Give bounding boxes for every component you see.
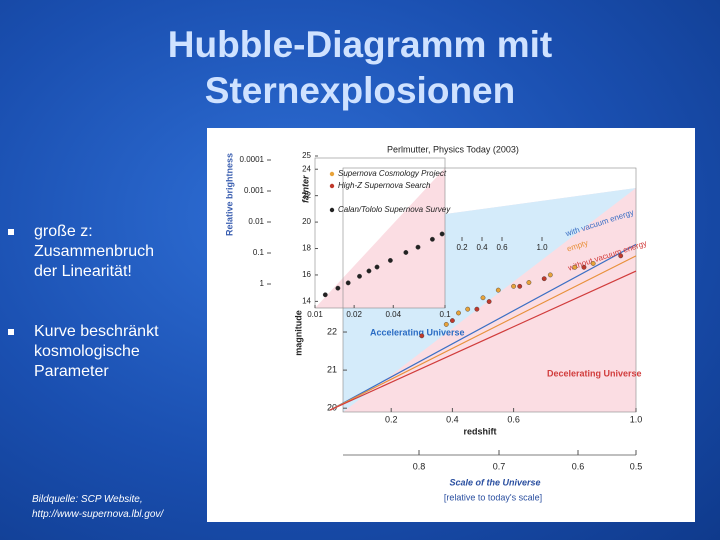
scale-axis-sublabel: [relative to today's scale] [444,492,542,502]
data-point [618,253,624,259]
data-point [572,264,578,270]
x-tick-label: 1.0 [630,414,643,424]
bullet-text: große z: Zusammenbruch der Linearität! [34,222,154,282]
legend-marker [329,207,335,213]
credit-line: Bildquelle: SCP Website, [32,494,143,505]
scale-tick-label: 0.7 [493,461,506,471]
inset-y-tick-label: 18 [302,244,311,253]
brightness-tick-label: 0.001 [244,186,265,195]
data-point [581,264,587,270]
data-point [419,333,425,339]
inset-y-tick-label: 25 [302,151,311,160]
y-tick-label: 20 [327,403,337,413]
data-point [415,244,421,250]
y-tick-label: 21 [327,364,337,374]
data-point [495,287,501,293]
bullet-text: Kurve beschränkt kosmologische Parameter [34,322,159,382]
slide-title: Hubble-Diagramm mit Sternexplosionen [0,22,720,114]
data-point [387,258,393,263]
model-curve [329,270,637,411]
data-point [439,231,445,237]
inset-y-tick-label: 16 [302,270,311,279]
legend-marker [329,183,335,189]
brightness-tick-label: 0.0001 [240,155,265,164]
fainter-label: fainter [300,175,310,203]
line: große z: [34,223,93,240]
brightness-tick-label: 0.01 [248,217,264,226]
y-axis-label: magnitude [293,310,303,356]
region-label: Decelerating Universe [547,368,642,378]
data-point [547,272,553,278]
data-point [511,283,516,289]
x-tick-label: 0.6 [507,414,520,424]
inset-x-tick-label: 0.02 [346,310,362,319]
inset-x-tick-label: 0.01 [307,310,323,319]
title-line: Hubble-Diagramm mit [167,24,553,65]
figure: Perlmutter, Physics Today (2003) Relativ… [207,128,695,522]
inset-frame [314,157,446,309]
line: der Linearität! [34,263,132,280]
data-point [474,306,480,312]
data-point [366,268,372,274]
upper-x-tick-label: 1.0 [536,243,548,252]
line: kosmologische [34,343,140,360]
scale-tick-label: 0.8 [413,461,426,471]
legend-marker [329,171,335,177]
upper-x-tick-label: 0.6 [496,243,508,252]
upper-x-tick-label: 0.4 [476,243,488,252]
brightness-tick-label: 0.1 [253,248,265,257]
credit-line: http://www-supernova.lbl.gov/ [32,509,164,520]
data-point [322,292,328,298]
data-point [526,280,532,285]
x-axis-label: redshift [463,426,496,436]
region-label: Accelerating Universe [370,327,465,337]
line: Zusammenbruch [34,243,155,260]
model-curve [329,255,637,411]
data-point [430,236,435,242]
inset-y-tick-label: 22 [302,191,311,200]
inset-x-tick-label: 0.04 [385,310,401,319]
legend-label: Supernova Cosmology Project [338,169,447,178]
scale-axis-label: Scale of the Universe [449,477,540,487]
brightness-label: Relative brightness [224,153,234,236]
model-curve [329,243,637,411]
data-point [335,285,341,291]
y-tick-label: 22 [327,326,337,336]
data-point [403,250,409,255]
title-line: Sternexplosionen [204,70,516,111]
data-point [443,322,449,327]
legend-label: Calan/Tololo Supernova Survey [338,205,451,214]
data-point [374,264,380,270]
inset-region [315,168,445,308]
data-point [465,306,471,312]
line: Parameter [34,363,109,380]
data-point [541,276,547,282]
line: Kurve beschränkt [34,323,159,340]
plot-frame [342,167,637,413]
data-point [357,273,362,279]
inset-x-tick-label: 0.1 [439,310,451,319]
inset-y-tick-label: 20 [302,217,311,226]
x-tick-label: 0.2 [385,414,398,424]
data-point [456,310,461,316]
brightness-tick-label: 1 [260,279,265,288]
data-point [517,283,523,289]
data-point [480,295,486,301]
data-point [345,280,351,286]
inset-y-tick-label: 14 [302,297,311,306]
credit: Bildquelle: SCP Website, http://www-supe… [32,492,163,522]
inset-y-tick-label: 24 [302,164,311,173]
legend-label: High-Z Supernova Search [338,181,431,190]
upper-x-tick-label: 0.2 [456,243,468,252]
data-point [449,318,455,323]
scale-tick-label: 0.6 [572,461,585,471]
scale-tick-label: 0.5 [630,461,643,471]
x-tick-label: 0.4 [446,414,459,424]
data-point [590,261,596,266]
data-point [486,299,492,304]
figure-title: Perlmutter, Physics Today (2003) [387,144,519,154]
